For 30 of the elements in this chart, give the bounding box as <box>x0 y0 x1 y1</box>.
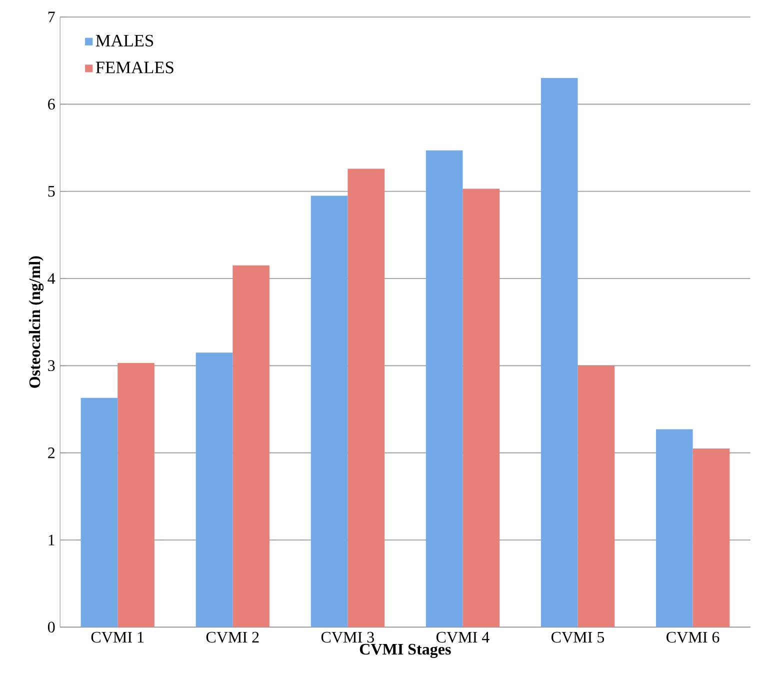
bar <box>80 398 118 628</box>
bar <box>462 188 500 628</box>
x-tick-label: CVMI 2 <box>206 632 259 643</box>
y-tick-label: 5 <box>48 186 55 197</box>
bar <box>540 78 578 628</box>
y-tick-label: 0 <box>48 622 55 633</box>
x-axis-title: CVMI Stages <box>360 644 451 658</box>
x-tick-label: CVMI 5 <box>551 632 604 643</box>
bar <box>656 429 693 628</box>
x-tick-label: CVMI 4 <box>436 632 490 643</box>
legend-label: MALES <box>96 34 154 47</box>
bar <box>232 265 270 628</box>
y-tick-label: 6 <box>48 98 55 110</box>
bar <box>692 448 730 628</box>
legend-label: FEMALES <box>96 62 174 74</box>
bar <box>196 352 233 628</box>
bar <box>310 196 348 628</box>
y-tick-label: 4 <box>48 273 56 284</box>
x-tick-label: CVMI 1 <box>91 632 144 643</box>
y-axis-title: Osteocalcin (ng/ml) <box>28 256 44 388</box>
x-tick-label: CVMI 3 <box>321 632 374 643</box>
x-tick-label: CVMI 6 <box>666 632 720 643</box>
bar <box>426 150 463 628</box>
y-tick-label: 2 <box>48 448 54 458</box>
y-tick-label: 3 <box>48 360 55 372</box>
y-tick-label: 1 <box>48 534 54 546</box>
bar <box>118 363 154 628</box>
bar <box>578 366 615 628</box>
y-tick-label: 7 <box>48 12 55 22</box>
bar <box>348 168 384 628</box>
